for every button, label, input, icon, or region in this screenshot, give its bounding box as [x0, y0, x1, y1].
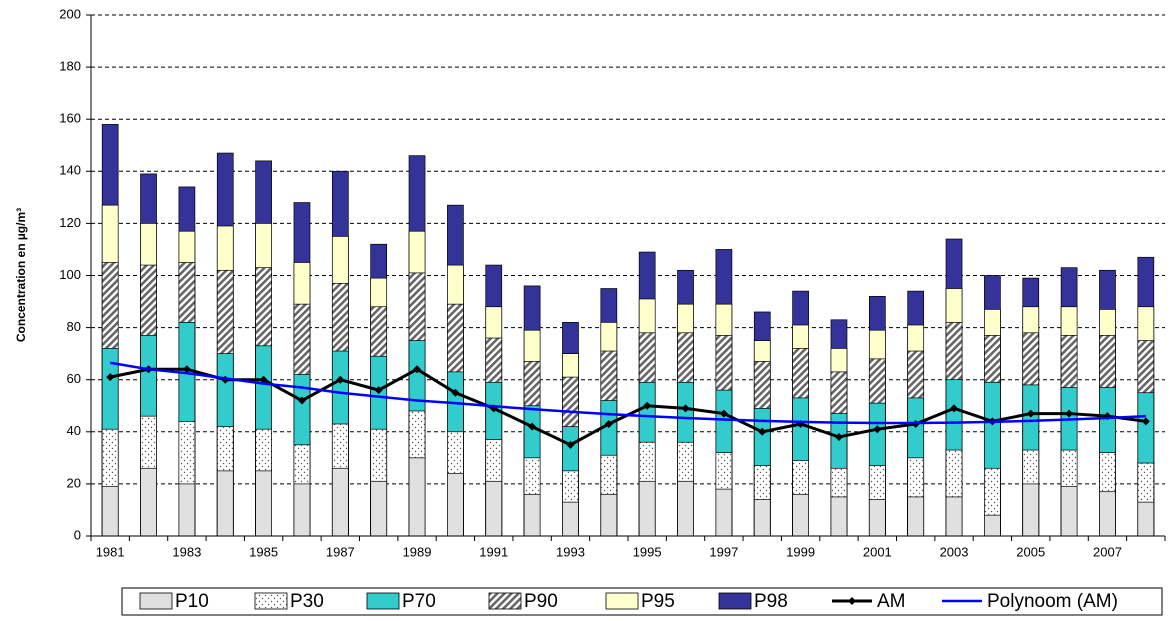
legend-swatch [718, 592, 752, 610]
line-marker [681, 404, 690, 413]
x-tick-label: 1981 [96, 544, 125, 559]
line-marker [413, 365, 422, 374]
y-tick-label: 140 [59, 163, 81, 178]
bar [1022, 483, 1040, 537]
x-tick-label: 1989 [403, 544, 432, 559]
x-tick-label: 1997 [709, 544, 738, 559]
line [109, 361, 1146, 425]
legend-swatch [488, 592, 522, 610]
x-tick-label: 1985 [249, 544, 278, 559]
bar [1099, 491, 1116, 537]
legend-label: P70 [402, 591, 436, 612]
legend: P10 P30 P70 P90 P95 P98 AM Polynoom (AM) [139, 591, 1118, 612]
y-tick-label: 180 [59, 59, 81, 74]
bar [600, 493, 618, 537]
y-axis-label: Concentration en µg/m³ [14, 208, 28, 342]
bar [331, 467, 349, 537]
legend-swatch [366, 592, 400, 610]
line-marker [758, 427, 767, 436]
y-tick-label: 100 [59, 267, 81, 282]
legend-label: P90 [524, 591, 558, 612]
x-tick-label: 1987 [326, 544, 355, 559]
bar [638, 480, 656, 537]
bar [216, 470, 234, 537]
x-tick-label: 1999 [786, 544, 815, 559]
bar [830, 496, 848, 537]
line-marker [451, 388, 460, 397]
x-tick-label: 1993 [556, 544, 585, 559]
line-marker [834, 433, 843, 442]
line-marker [106, 373, 115, 382]
bar [447, 473, 464, 537]
legend-swatch [254, 592, 288, 610]
y-tick-label: 60 [67, 371, 81, 386]
bar [485, 480, 503, 537]
bar [140, 467, 157, 537]
line-marker [604, 419, 613, 428]
bar [792, 493, 809, 537]
y-tick-label: 200 [59, 6, 81, 21]
x-tick-label: 2007 [1093, 544, 1122, 559]
bar [868, 499, 886, 537]
bar [715, 488, 733, 537]
line-marker [1026, 409, 1035, 418]
x-tick-label: 2003 [940, 544, 969, 559]
bar [408, 457, 426, 537]
y-tick-label: 40 [67, 423, 81, 438]
line-marker [1065, 409, 1074, 418]
legend-label: P30 [290, 591, 324, 612]
bar [101, 486, 119, 537]
bar [945, 496, 963, 537]
line-marker [950, 404, 959, 413]
line-marker [259, 375, 268, 384]
bar [178, 483, 196, 537]
bar [562, 501, 579, 537]
bar [523, 493, 541, 537]
line-marker [336, 375, 345, 384]
bar [370, 480, 388, 537]
line-marker [643, 401, 652, 410]
bar [1137, 501, 1155, 537]
legend-swatch [139, 592, 173, 610]
legend-label: Polynoom (AM) [987, 591, 1118, 612]
line-marker [182, 365, 191, 374]
line-marker [719, 409, 728, 418]
bar [255, 470, 272, 537]
legend-box [121, 587, 1163, 616]
line-marker [297, 396, 306, 405]
line-marker [374, 386, 383, 395]
y-tick-label: 20 [67, 475, 81, 490]
bar [677, 480, 694, 537]
legend-marker [848, 597, 856, 605]
line-marker [528, 422, 537, 431]
bar [1060, 486, 1078, 537]
y-tick-label: 120 [59, 215, 81, 230]
x-tick-label: 2005 [1016, 544, 1045, 559]
legend-label: AM [877, 591, 906, 612]
line-marker [1141, 417, 1150, 426]
x-tick-label: 1991 [479, 544, 508, 559]
x-tick-label: 1995 [633, 544, 662, 559]
legend-label: P95 [641, 591, 675, 612]
x-tick-label: 2001 [863, 544, 892, 559]
bar [753, 499, 771, 537]
x-tick-label: 1983 [172, 544, 201, 559]
bar [907, 496, 925, 537]
y-tick-label: 160 [59, 111, 81, 126]
legend-label: P98 [754, 591, 788, 612]
line-marker [873, 425, 882, 434]
y-tick-label: 80 [67, 319, 81, 334]
bar [984, 514, 1001, 537]
legend-label: P10 [175, 591, 209, 612]
line-marker [566, 440, 575, 449]
bar [293, 483, 311, 537]
legend-swatch [605, 592, 639, 610]
y-tick-label: 0 [74, 527, 81, 542]
